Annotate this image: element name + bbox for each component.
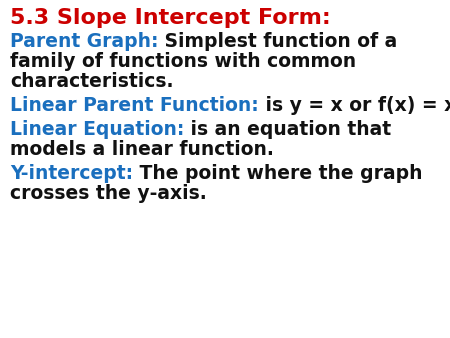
Text: models a linear function.: models a linear function. bbox=[10, 140, 274, 159]
Text: The point where the graph: The point where the graph bbox=[133, 164, 423, 183]
Text: is an equation that: is an equation that bbox=[184, 120, 392, 139]
Text: crosses the y-axis.: crosses the y-axis. bbox=[10, 184, 207, 203]
Text: characteristics.: characteristics. bbox=[10, 72, 174, 91]
Text: Y-intercept:: Y-intercept: bbox=[10, 164, 133, 183]
Text: Simplest function of a: Simplest function of a bbox=[158, 32, 398, 51]
Text: Linear Equation:: Linear Equation: bbox=[10, 120, 184, 139]
Text: is y = x or f(x) = x.: is y = x or f(x) = x. bbox=[259, 96, 450, 115]
Text: Linear Parent Function:: Linear Parent Function: bbox=[10, 96, 259, 115]
Text: family of functions with common: family of functions with common bbox=[10, 52, 356, 71]
Text: 5.3 Slope Intercept Form:: 5.3 Slope Intercept Form: bbox=[10, 8, 331, 28]
Text: Parent Graph:: Parent Graph: bbox=[10, 32, 158, 51]
